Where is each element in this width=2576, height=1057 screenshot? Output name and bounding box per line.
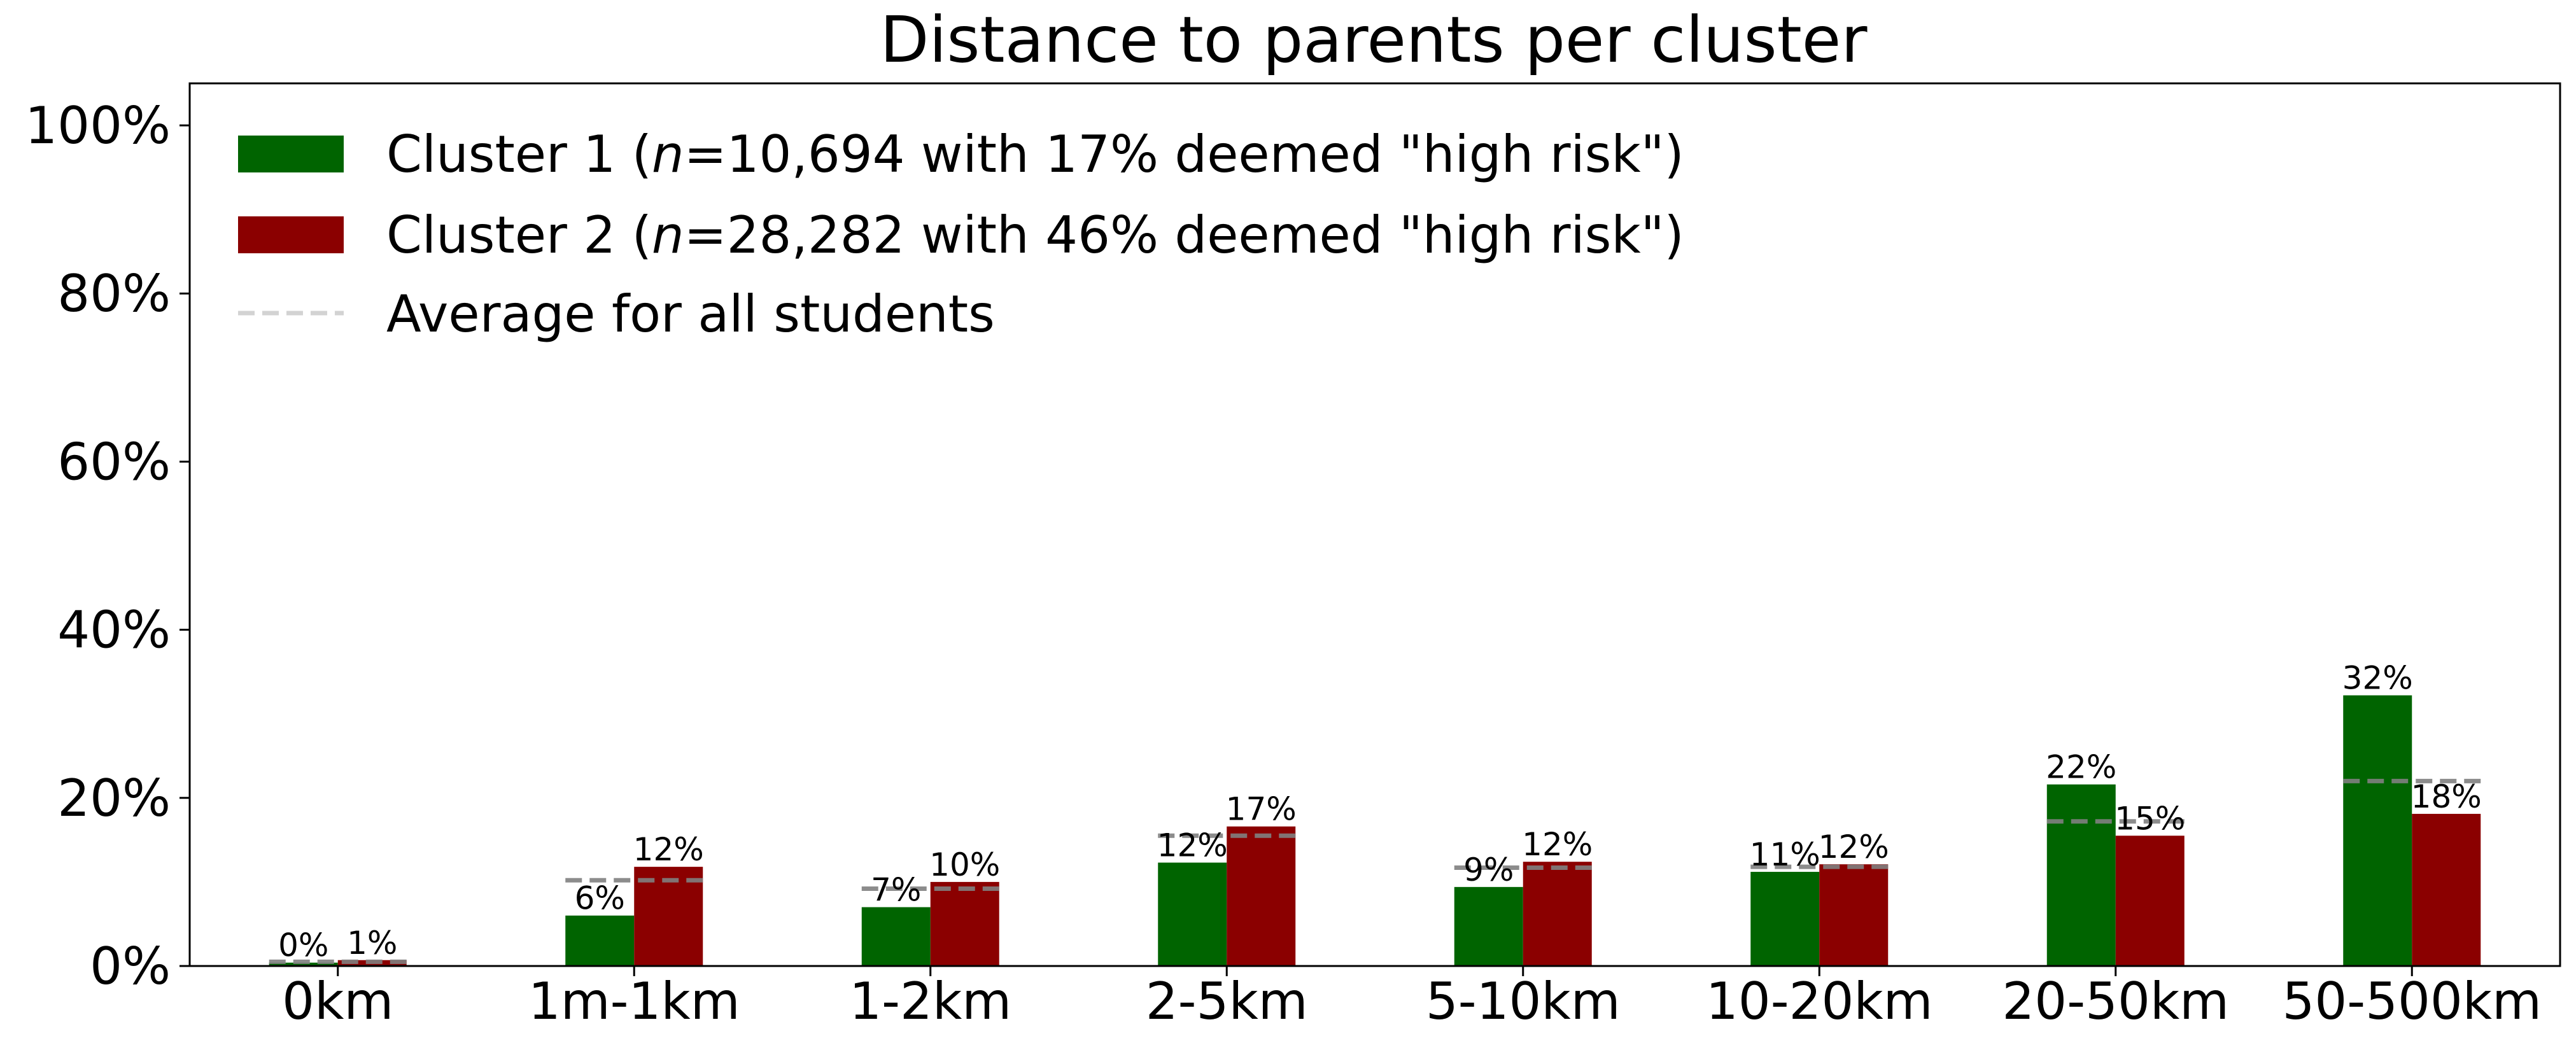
- bar-label-cluster-2-1m-1km: 12%: [633, 831, 704, 868]
- bar-label-cluster-1-20-50km: 22%: [2046, 749, 2116, 786]
- bar-label-cluster-1-1-2km: 7%: [871, 872, 921, 909]
- legend: Cluster 1 (n=10,694 with 17% deemed "hig…: [238, 125, 1684, 344]
- bar-labels-layer: 0% 1%6%12%7%10%12%17%9%12% 11%12%22%15%32%…: [278, 660, 2482, 964]
- bar-cluster-2-2-5km: [1227, 826, 1296, 966]
- legend-average-label: Average for all students: [386, 284, 995, 344]
- legend-cluster-1-swatch: [238, 136, 344, 172]
- legend-cluster-2-label: Cluster 2 (n=28,282 with 46% deemed "hig…: [386, 206, 1684, 265]
- bar-cluster-1-20-50km: [2046, 784, 2116, 966]
- bar-cluster-2-10-20km: [1819, 864, 1889, 966]
- bars-layer: [269, 695, 2481, 966]
- bar-cluster-2-1m-1km: [634, 867, 703, 966]
- bar-cluster-1-10-20km: [1750, 872, 1820, 966]
- axes-layer: 0km 1m-1km 1-2km 2-5km 5-10km 10-20km 20-50km 5…: [25, 82, 2561, 1031]
- bar-cluster-1-5-10km: [1454, 886, 1523, 966]
- bar-cluster-2-50-500km: [2412, 813, 2481, 966]
- x-tick-label-1m-1km: 1m-1km: [528, 972, 740, 1031]
- bar-cluster-2-5-10km: [1523, 862, 1592, 966]
- legend-cluster-1: Cluster 1 (n=10,694 with 17% deemed "hig…: [238, 125, 1684, 184]
- bar-label-cluster-1-10-20km: 11%: [1750, 836, 1820, 873]
- legend-average: Average for all students: [238, 284, 995, 344]
- x-tick-label-50-500km: 50-500km: [2282, 972, 2542, 1031]
- y-tick-label-100: 100%: [25, 96, 171, 155]
- bar-cluster-2-1-2km: [930, 881, 999, 966]
- y-tick-label-0: 0%: [90, 937, 171, 996]
- bar-cluster-1-2-5km: [1158, 862, 1227, 966]
- x-tick-label-2-5km: 2-5km: [1146, 972, 1308, 1031]
- bar-cluster-1-50-500km: [2343, 695, 2412, 966]
- bar-label-cluster-2-1-2km: 10%: [929, 846, 1000, 883]
- x-tick-label-1-2km: 1-2km: [849, 972, 1011, 1031]
- chart-title: Distance to parents per cluster: [880, 3, 1868, 77]
- y-tick-label-60: 60%: [57, 432, 171, 491]
- x-tick-label-0km: 0km: [282, 972, 393, 1031]
- bar-label-cluster-2-0km: 1%: [347, 925, 397, 962]
- legend-cluster-2-swatch: [238, 216, 344, 253]
- bar-label-cluster-1-1m-1km: 6%: [575, 880, 625, 917]
- bar-label-cluster-2-5-10km: 12%: [1522, 826, 1593, 863]
- bar-label-cluster-2-20-50km: 15%: [2115, 800, 2185, 837]
- plot-frame: [188, 82, 2561, 967]
- y-tick-label-80: 80%: [57, 264, 171, 323]
- x-tick-label-20-50km: 20-50km: [2002, 972, 2229, 1031]
- bar-label-cluster-2-50-500km: 18%: [2411, 778, 2482, 815]
- y-tick-label-20: 20%: [57, 769, 171, 828]
- bar-cluster-1-1-2km: [861, 907, 931, 966]
- bar-label-cluster-2-10-20km: 12%: [1819, 829, 1889, 865]
- bar-cluster-1-1m-1km: [565, 915, 635, 966]
- bar-cluster-2-20-50km: [2115, 836, 2185, 966]
- legend-cluster-1-label: Cluster 1 (n=10,694 with 17% deemed "hig…: [386, 125, 1684, 184]
- bar-label-cluster-1-50-500km: 32%: [2342, 660, 2413, 697]
- bar-label-cluster-2-2-5km: 17%: [1226, 791, 1297, 828]
- y-tick-label-40: 40%: [57, 601, 171, 660]
- bar-label-cluster-1-5-10km: 9%: [1463, 851, 1514, 888]
- legend-cluster-2: Cluster 2 (n=28,282 with 46% deemed "hig…: [238, 206, 1684, 265]
- x-tick-label-5-10km: 5-10km: [1426, 972, 1621, 1031]
- bar-label-cluster-1-2-5km: 12%: [1157, 827, 1228, 864]
- bar-label-cluster-1-0km: 0%: [278, 927, 328, 964]
- bar-cluster-1-0km: [269, 962, 338, 966]
- x-tick-label-10-20km: 10-20km: [1706, 972, 1933, 1031]
